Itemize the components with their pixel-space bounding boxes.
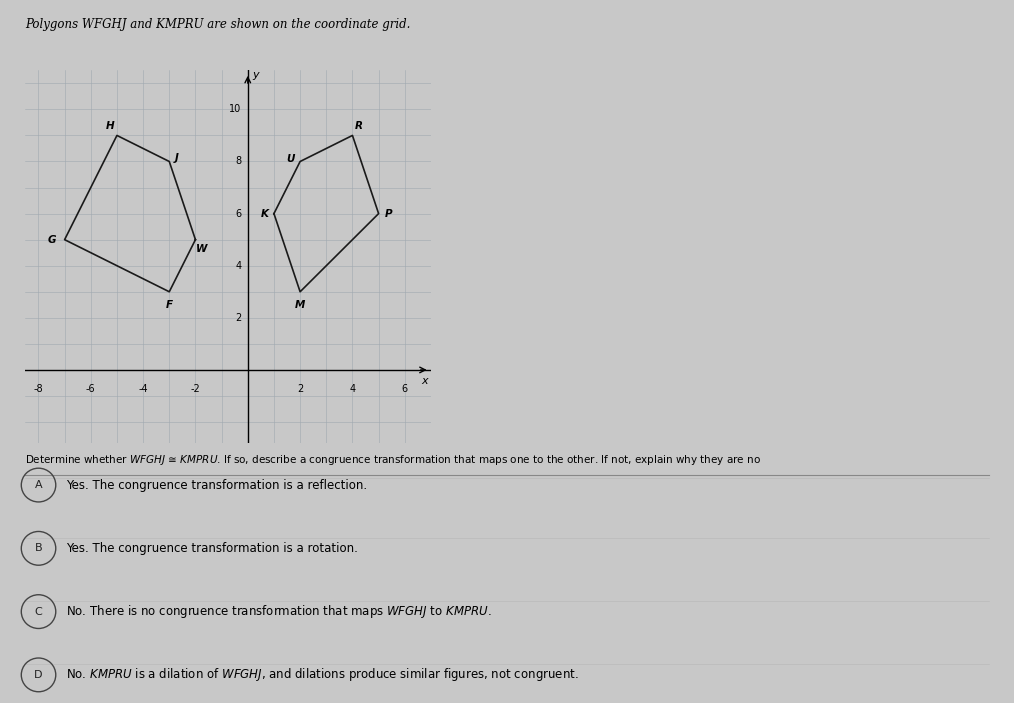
- Text: -8: -8: [33, 385, 44, 394]
- Text: x: x: [422, 376, 428, 386]
- Text: Yes. The congruence transformation is a reflection.: Yes. The congruence transformation is a …: [66, 479, 367, 491]
- Text: 6: 6: [402, 385, 408, 394]
- Text: 4: 4: [235, 261, 241, 271]
- Text: U: U: [287, 154, 295, 164]
- Text: No. There is no congruence transformation that maps $\mathit{WFGHJ}$ to $\mathit: No. There is no congruence transformatio…: [66, 603, 492, 620]
- Text: 10: 10: [229, 104, 241, 115]
- Text: F: F: [165, 299, 172, 310]
- Text: 2: 2: [235, 313, 241, 323]
- Text: C: C: [34, 607, 43, 617]
- Text: -2: -2: [191, 385, 201, 394]
- Text: No. $\mathit{KMPRU}$ is a dilation of $\mathit{WFGHJ}$, and dilations produce si: No. $\mathit{KMPRU}$ is a dilation of $\…: [66, 666, 578, 683]
- Text: D: D: [34, 670, 43, 680]
- Text: B: B: [34, 543, 43, 553]
- Text: 2: 2: [297, 385, 303, 394]
- Text: 4: 4: [350, 385, 356, 394]
- Text: 8: 8: [235, 157, 241, 167]
- Text: R: R: [355, 122, 363, 131]
- Text: y: y: [252, 70, 260, 80]
- Text: K: K: [261, 209, 269, 219]
- Text: J: J: [175, 153, 179, 162]
- Text: Yes. The congruence transformation is a rotation.: Yes. The congruence transformation is a …: [66, 542, 358, 555]
- Text: A: A: [34, 480, 43, 490]
- Text: P: P: [384, 209, 392, 219]
- Text: 6: 6: [235, 209, 241, 219]
- Text: Determine whether $\mathit{WFGHJ}$ ≅ $\mathit{KMPRU}$. If so, describe a congrue: Determine whether $\mathit{WFGHJ}$ ≅ $\m…: [25, 453, 762, 467]
- Text: Polygons WFGHJ and KMPRU are shown on the coordinate grid.: Polygons WFGHJ and KMPRU are shown on th…: [25, 18, 411, 30]
- Text: G: G: [48, 235, 56, 245]
- Text: W: W: [196, 244, 207, 254]
- Text: -4: -4: [138, 385, 148, 394]
- Text: -6: -6: [86, 385, 95, 394]
- Text: M: M: [295, 299, 305, 310]
- Text: H: H: [106, 122, 115, 131]
